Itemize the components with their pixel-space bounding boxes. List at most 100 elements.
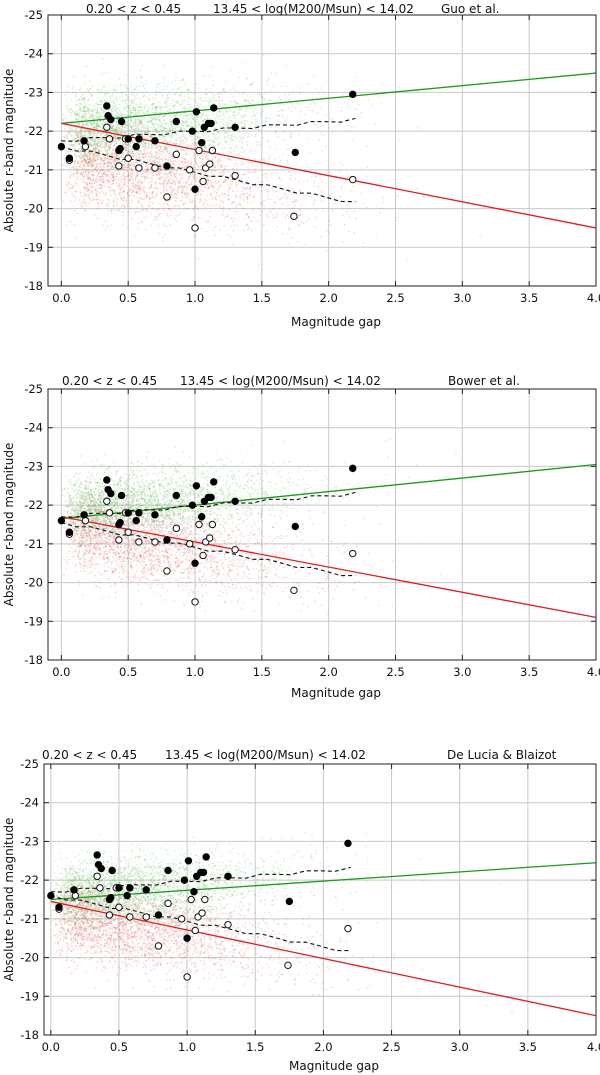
red-point bbox=[341, 186, 343, 188]
green-point bbox=[284, 119, 287, 122]
red-point bbox=[254, 171, 256, 173]
red-point bbox=[129, 164, 131, 166]
red-point bbox=[100, 180, 102, 182]
red-point bbox=[214, 147, 217, 150]
red-point bbox=[140, 197, 143, 200]
green-point bbox=[219, 120, 222, 123]
red-point bbox=[142, 127, 144, 129]
green-point bbox=[187, 145, 189, 148]
red-point bbox=[67, 188, 70, 190]
red-point bbox=[108, 187, 111, 189]
red-point bbox=[224, 181, 226, 183]
green-point bbox=[132, 164, 134, 166]
green-point bbox=[209, 91, 211, 93]
green-point bbox=[225, 91, 228, 93]
red-point bbox=[134, 159, 137, 161]
green-point bbox=[207, 98, 209, 100]
red-point bbox=[84, 188, 86, 191]
chart-panel-1: 0.00.51.01.52.02.53.03.54.0-25-24-23-22-… bbox=[2, 2, 600, 329]
green-point bbox=[75, 132, 78, 135]
red-point bbox=[78, 151, 80, 153]
green-point bbox=[220, 141, 222, 144]
green-point bbox=[91, 170, 93, 173]
green-point bbox=[199, 112, 201, 114]
red-point bbox=[161, 150, 164, 153]
red-point bbox=[136, 174, 138, 176]
green-point bbox=[129, 150, 131, 152]
red-point bbox=[224, 147, 226, 149]
red-point bbox=[93, 182, 95, 184]
red-point bbox=[264, 199, 266, 201]
red-point bbox=[86, 163, 88, 165]
green-point bbox=[143, 132, 146, 135]
green-point bbox=[116, 111, 118, 114]
red-point bbox=[294, 204, 296, 207]
green-point bbox=[89, 143, 91, 145]
red-point bbox=[258, 263, 260, 266]
green-point bbox=[272, 85, 274, 88]
green-point bbox=[76, 166, 78, 168]
red-point bbox=[295, 200, 298, 202]
green-point bbox=[92, 110, 95, 112]
red-point bbox=[272, 208, 274, 210]
red-point bbox=[178, 186, 180, 188]
red-point bbox=[163, 190, 166, 192]
green-point bbox=[102, 101, 104, 103]
red-point bbox=[267, 194, 269, 197]
green-point bbox=[98, 124, 101, 126]
red-point bbox=[101, 132, 104, 134]
green-point bbox=[152, 118, 154, 120]
red-point bbox=[132, 184, 134, 187]
green-point bbox=[207, 139, 210, 141]
green-point bbox=[151, 123, 153, 125]
green-point bbox=[174, 80, 177, 82]
red-point bbox=[235, 186, 237, 188]
red-point bbox=[332, 131, 334, 134]
green-point bbox=[66, 136, 68, 139]
red-point bbox=[137, 181, 140, 183]
red-point bbox=[107, 169, 109, 172]
green-point bbox=[184, 128, 186, 130]
green-point bbox=[204, 97, 206, 99]
red-point bbox=[193, 200, 196, 202]
red-point bbox=[134, 234, 136, 237]
red-point bbox=[112, 175, 114, 178]
red-point bbox=[96, 132, 99, 134]
green-point bbox=[236, 102, 238, 105]
red-point bbox=[187, 179, 189, 181]
red-point bbox=[288, 229, 290, 231]
green-point bbox=[112, 182, 114, 185]
green-point bbox=[116, 96, 118, 98]
green-point bbox=[116, 123, 118, 126]
red-point bbox=[236, 190, 238, 192]
red-point bbox=[84, 158, 86, 161]
red-point bbox=[77, 178, 80, 181]
green-point bbox=[398, 86, 400, 88]
red-point bbox=[144, 178, 146, 181]
green-point bbox=[133, 105, 135, 108]
red-point bbox=[212, 186, 214, 188]
red-point bbox=[288, 171, 290, 173]
green-point bbox=[151, 107, 153, 109]
red-point bbox=[94, 147, 96, 150]
red-point bbox=[407, 258, 409, 260]
red-point bbox=[74, 149, 76, 151]
red-point bbox=[161, 166, 164, 168]
red-point bbox=[69, 167, 71, 170]
green-point bbox=[111, 129, 114, 132]
green-point bbox=[180, 140, 182, 142]
red-point bbox=[181, 191, 183, 194]
green-point bbox=[103, 121, 106, 123]
green-point bbox=[308, 109, 310, 111]
green-point bbox=[132, 91, 134, 94]
green-point bbox=[74, 94, 76, 96]
green-point bbox=[156, 123, 158, 125]
green-point bbox=[317, 113, 320, 115]
green-point bbox=[232, 135, 235, 137]
red-point bbox=[93, 159, 95, 161]
green-point bbox=[84, 159, 87, 161]
green-point bbox=[103, 115, 105, 118]
red-point bbox=[229, 174, 231, 176]
green-point bbox=[185, 149, 188, 151]
red-point bbox=[165, 139, 167, 141]
